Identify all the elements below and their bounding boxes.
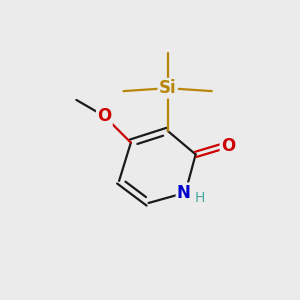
Text: O: O [97,107,112,125]
Text: H: H [194,191,205,205]
Text: N: N [177,184,191,202]
Text: O: O [221,136,235,154]
Text: Si: Si [159,79,176,97]
